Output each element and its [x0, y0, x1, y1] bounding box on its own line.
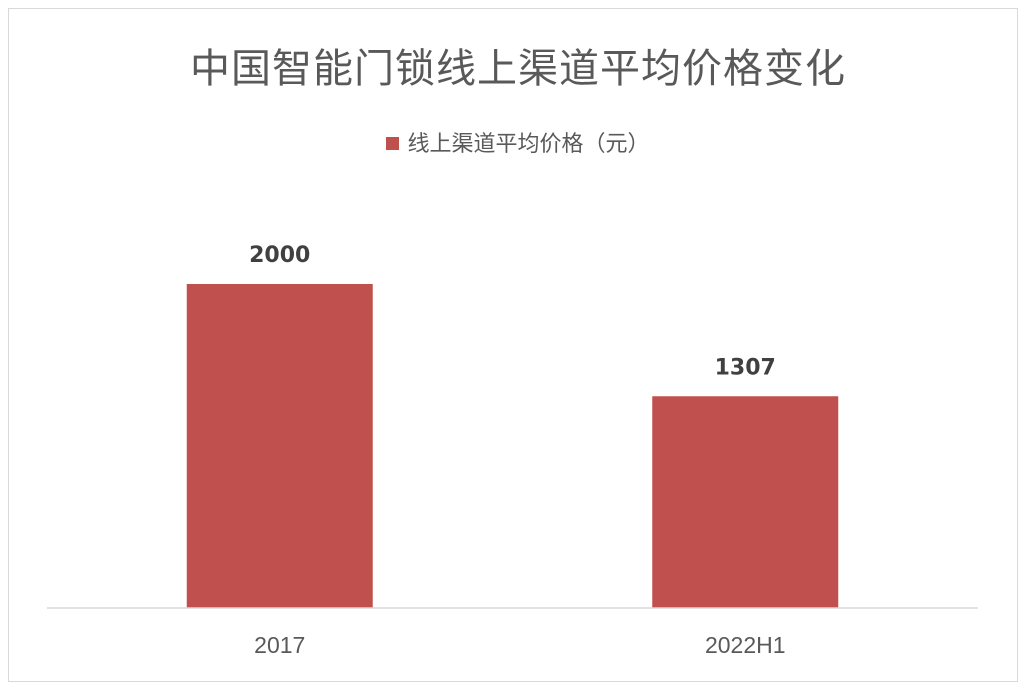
labels-layer: 2000 2017 1307 2022H1 [249, 243, 785, 658]
bar-2017 [186, 284, 373, 608]
data-label-2017: 2000 [249, 243, 310, 268]
chart-title: 中国智能门锁线上渠道平均价格变化 [190, 46, 846, 92]
legend: 线上渠道平均价格（元） [0, 126, 1036, 158]
bar-2022H1 [652, 396, 839, 608]
bars-layer [186, 284, 839, 608]
legend-swatch [386, 137, 400, 150]
legend-label: 线上渠道平均价格（元） [407, 132, 650, 157]
data-label-2022H1: 1307 [715, 355, 776, 380]
category-label-2017: 2017 [254, 632, 305, 658]
category-label-2022H1: 2022H1 [705, 632, 786, 658]
chart-frame [8, 8, 1018, 682]
